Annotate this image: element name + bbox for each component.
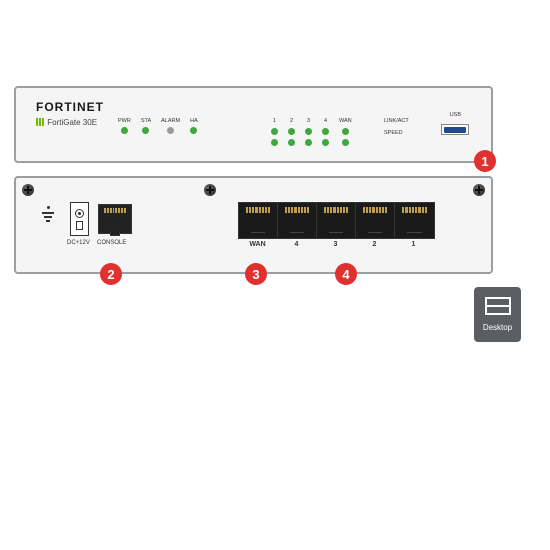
console-port [98, 204, 132, 234]
led-label: PWR [118, 118, 131, 124]
led-indicator-icon [271, 128, 278, 135]
port-led-column: 2 [288, 118, 295, 146]
brand-logo: FORTINET [36, 100, 104, 114]
port-led-side-labels: LINK/ACT SPEED [384, 118, 409, 136]
callout-badge-3: 3 [245, 263, 267, 285]
ethernet-port-label: 2 [355, 241, 394, 248]
linkact-label: LINK/ACT [384, 118, 409, 124]
ethernet-port [278, 203, 317, 238]
led-indicator-icon [322, 139, 329, 146]
usb-label: USB [450, 112, 461, 118]
desktop-icon [485, 297, 511, 319]
ethernet-port [356, 203, 395, 238]
usb-connector-icon [444, 127, 466, 133]
status-led: HA [190, 118, 198, 134]
led-indicator-icon [288, 128, 295, 135]
led-indicator-icon [342, 128, 349, 135]
desktop-badge: Desktop [474, 287, 521, 342]
status-led-row: PWR STA ALARM HA [118, 118, 198, 134]
model-label: FortiGate 30E [36, 118, 97, 128]
callout-badge-2: 2 [100, 263, 122, 285]
led-indicator-icon [142, 127, 149, 134]
port-led-column: 4 [322, 118, 329, 146]
led-indicator-icon [305, 128, 312, 135]
dc-plug-icon [76, 221, 83, 230]
ethernet-labels: WAN4321 [238, 241, 433, 248]
led-indicator-icon [167, 127, 174, 134]
ethernet-port-label: 1 [394, 241, 433, 248]
led-indicator-icon [190, 127, 197, 134]
ethernet-port-label: 3 [316, 241, 355, 248]
console-label: CONSOLE [97, 240, 126, 246]
port-led-label: 1 [273, 118, 276, 124]
callout-badge-1: 1 [474, 150, 496, 172]
status-led: PWR [118, 118, 131, 134]
ground-icon [42, 206, 54, 222]
model-text: FortiGate 30E [47, 118, 97, 127]
led-indicator-icon [271, 139, 278, 146]
port-led-label: 2 [290, 118, 293, 124]
led-indicator-icon [322, 128, 329, 135]
ethernet-port [395, 203, 434, 238]
ethernet-port-label: WAN [238, 241, 277, 248]
port-led-label: 4 [324, 118, 327, 124]
port-led-label: WAN [339, 118, 352, 124]
screw-icon [22, 184, 34, 196]
desktop-badge-label: Desktop [483, 323, 512, 332]
model-bars-icon [36, 118, 45, 128]
screw-icon [204, 184, 216, 196]
port-led-row: 1 2 3 4 WAN [271, 118, 352, 146]
led-label: STA [141, 118, 151, 124]
port-led-column: 1 [271, 118, 278, 146]
led-label: ALARM [161, 118, 180, 124]
status-led: STA [141, 118, 151, 134]
led-indicator-icon [305, 139, 312, 146]
led-indicator-icon [121, 127, 128, 134]
led-label: HA [190, 118, 198, 124]
port-led-column: WAN [339, 118, 352, 146]
dc-circle-icon [75, 209, 84, 218]
status-led: ALARM [161, 118, 180, 134]
speed-label: SPEED [384, 130, 409, 136]
back-panel: DC+12V CONSOLE WAN4321 [14, 176, 493, 274]
ethernet-port-label: 4 [277, 241, 316, 248]
port-led-column: 3 [305, 118, 312, 146]
led-indicator-icon [288, 139, 295, 146]
dc-label: DC+12V [67, 240, 90, 246]
ethernet-port [317, 203, 356, 238]
dc-power-jack [70, 202, 89, 236]
led-indicator-icon [342, 139, 349, 146]
ethernet-port [239, 203, 278, 238]
front-panel: FORTINET FortiGate 30E PWR STA ALARM HA 1 2 3… [14, 86, 493, 163]
callout-badge-4: 4 [335, 263, 357, 285]
port-led-label: 3 [307, 118, 310, 124]
usb-port [441, 124, 469, 135]
screw-icon [473, 184, 485, 196]
ethernet-port-row [238, 202, 435, 239]
